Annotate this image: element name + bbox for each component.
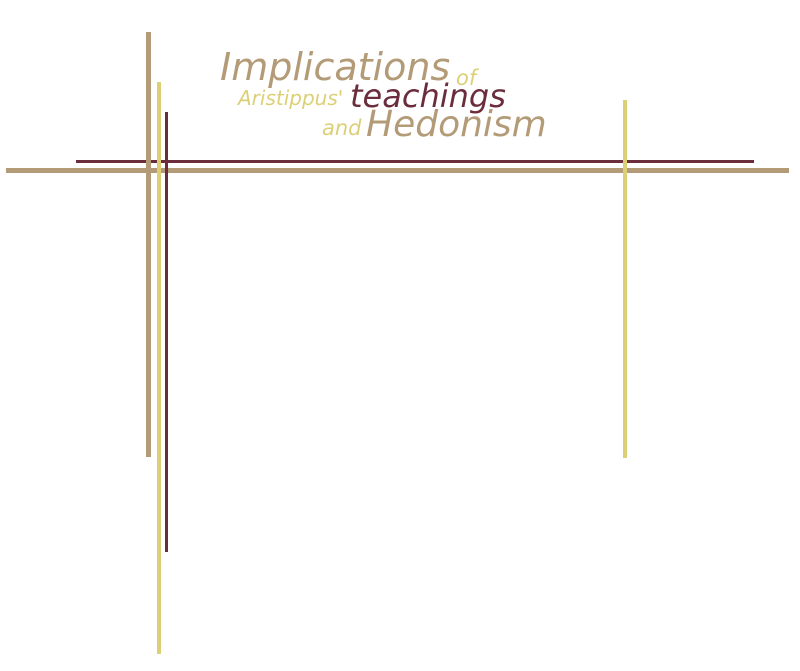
title-teachings: teachings xyxy=(350,77,506,115)
title-aristippus: Aristippus' xyxy=(238,86,344,110)
title-hedonism: Hedonism xyxy=(366,104,547,145)
vertical-rule-maroon xyxy=(165,112,168,552)
vertical-rule-gold-right xyxy=(623,100,627,458)
vertical-rule-tan xyxy=(146,32,151,457)
title-implications: Implications xyxy=(220,45,451,89)
vertical-rule-gold-left xyxy=(157,82,161,654)
horizontal-rule-tan xyxy=(6,168,789,173)
horizontal-rule-maroon xyxy=(76,160,754,163)
title-of: of xyxy=(456,66,477,90)
title-and: and xyxy=(322,116,362,140)
